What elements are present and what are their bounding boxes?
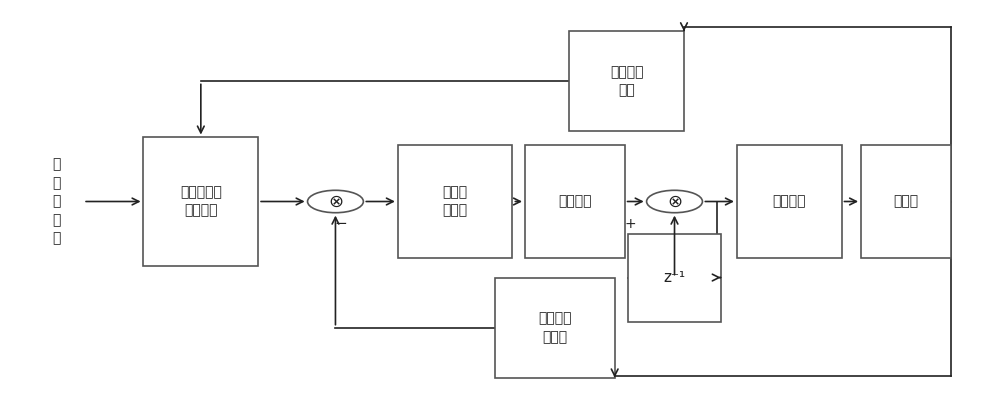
Text: −: − — [334, 216, 347, 231]
Text: 角
速
度
指
令: 角 速 度 指 令 — [52, 158, 60, 245]
FancyBboxPatch shape — [398, 145, 512, 258]
Text: 角速度传
感器: 角速度传 感器 — [610, 65, 643, 98]
Text: 转动惯
量矩阵: 转动惯 量矩阵 — [443, 185, 468, 218]
FancyBboxPatch shape — [495, 278, 615, 378]
Text: z⁻¹: z⁻¹ — [663, 270, 686, 285]
FancyBboxPatch shape — [569, 31, 684, 131]
Text: 角加速度
传感器: 角加速度 传感器 — [538, 312, 572, 344]
Text: +: + — [625, 216, 636, 231]
Text: 执行机构: 执行机构 — [772, 195, 806, 208]
FancyBboxPatch shape — [861, 145, 951, 258]
FancyBboxPatch shape — [737, 145, 842, 258]
Text: ⊗: ⊗ — [328, 193, 343, 210]
Circle shape — [647, 190, 702, 213]
FancyBboxPatch shape — [525, 145, 625, 258]
Text: 无人机: 无人机 — [893, 195, 918, 208]
FancyBboxPatch shape — [628, 233, 721, 322]
Text: 期望的角加
速度计算: 期望的角加 速度计算 — [180, 185, 222, 218]
FancyBboxPatch shape — [143, 137, 258, 266]
Text: ⊗: ⊗ — [667, 193, 682, 210]
Circle shape — [308, 190, 363, 213]
Text: 控制分配: 控制分配 — [558, 195, 592, 208]
